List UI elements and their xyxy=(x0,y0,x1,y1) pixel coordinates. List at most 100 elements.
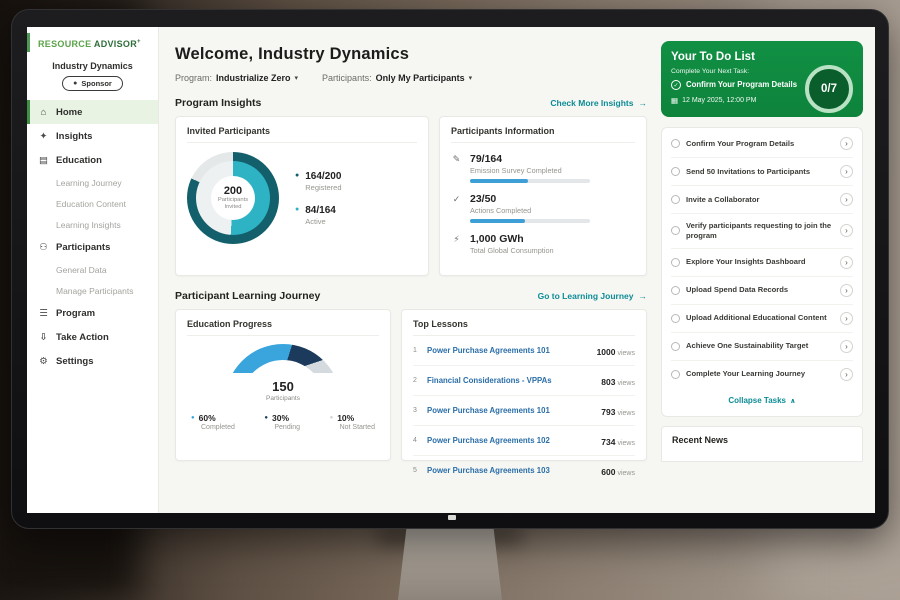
sidebar-item-education[interactable]: ▤ Education xyxy=(27,148,158,172)
task-label: Send 50 Invitations to Participants xyxy=(686,166,811,176)
lesson-row: 5 Power Purchase Agreements 103 600 views xyxy=(413,456,635,485)
task-checkbox[interactable] xyxy=(671,341,680,351)
lesson-link[interactable]: Financial Considerations - VPPAs xyxy=(427,376,552,385)
lesson-views-label: views xyxy=(617,439,635,447)
go-to-learning-journey-link[interactable]: Go to Learning Journey → xyxy=(538,291,647,301)
progress-bar-fill xyxy=(470,219,526,223)
lesson-link[interactable]: Power Purchase Agreements 102 xyxy=(427,436,550,445)
todo-panel: Your To Do List Complete Your Next Task:… xyxy=(657,27,875,513)
chevron-right-icon[interactable]: › xyxy=(840,165,853,178)
collapse-tasks-button[interactable]: Collapse Tasks ∧ xyxy=(671,388,853,414)
task-row-explore-insights[interactable]: Explore Your Insights Dashboard › xyxy=(671,249,853,277)
chevron-right-icon[interactable]: › xyxy=(840,367,853,381)
education-gauge-wrap: 150 Participants xyxy=(187,336,379,402)
participants-information-card: Participants Information ✎ 79/164 Emissi… xyxy=(439,116,647,276)
progress-bar xyxy=(470,179,590,183)
task-label: Confirm Your Program Details xyxy=(686,138,795,148)
sidebar-item-general-data[interactable]: General Data xyxy=(56,264,107,275)
org-name: Industry Dynamics xyxy=(52,61,133,71)
link-label: Go to Learning Journey xyxy=(537,291,634,301)
task-checkbox[interactable] xyxy=(671,313,680,323)
pending-label: Pending xyxy=(274,424,301,431)
task-label: Explore Your Insights Dashboard xyxy=(686,257,806,267)
sidebar-item-participants[interactable]: ⚇ Participants xyxy=(27,235,158,259)
not-started-label: Not Started xyxy=(339,424,375,431)
legend-active: ● 84/164 Active xyxy=(295,205,342,226)
sidebar-item-home[interactable]: ⌂ Home xyxy=(27,100,158,124)
task-checkbox[interactable] xyxy=(671,285,680,295)
consumption-icon: ⚡ xyxy=(453,234,460,244)
education-progress-card: Education Progress 150 Participants xyxy=(175,309,391,461)
chevron-right-icon[interactable]: › xyxy=(840,224,853,238)
task-checkbox[interactable] xyxy=(671,167,680,176)
sidebar-item-label: Settings xyxy=(56,355,94,367)
invited-participants-card: Invited Participants 200 Participants In… xyxy=(175,116,429,276)
task-row-confirm-program[interactable]: Confirm Your Program Details › xyxy=(671,130,853,158)
filters: Program: Industrialize Zero ▾ Participan… xyxy=(175,73,647,83)
chevron-right-icon[interactable]: › xyxy=(840,255,853,269)
legend-completed: ● 60% Completed xyxy=(191,413,235,431)
page-title: Welcome, Industry Dynamics xyxy=(175,45,410,63)
sidebar-item-insights[interactable]: ✦ Insights xyxy=(27,124,158,148)
completed-pct: 60% xyxy=(198,413,216,423)
participants-icon: ⚇ xyxy=(39,241,48,253)
education-gauge-chart: 150 Participants xyxy=(225,344,341,402)
task-row-upload-spend-data[interactable]: Upload Spend Data Records › xyxy=(671,277,853,305)
completed-label: Completed xyxy=(201,424,235,431)
recent-news-header[interactable]: Recent News xyxy=(661,425,863,462)
sidebar-item-learning-insights[interactable]: Learning Insights xyxy=(56,219,121,230)
lesson-link[interactable]: Power Purchase Agreements 103 xyxy=(427,466,550,475)
sidebar-item-take-action[interactable]: ⇩ Take Action xyxy=(27,325,158,349)
pending-dot-icon: ● xyxy=(264,415,268,421)
chevron-right-icon[interactable]: › xyxy=(840,311,853,325)
lesson-link[interactable]: Power Purchase Agreements 101 xyxy=(427,346,550,355)
lesson-views-label: views xyxy=(617,379,635,387)
sidebar-item-learning-journey[interactable]: Learning Journey xyxy=(56,177,122,188)
invited-donut-row: 200 Participants Invited ● 164/200 Regis… xyxy=(187,143,417,244)
sidebar-item-manage-participants[interactable]: Manage Participants xyxy=(56,285,134,296)
monitor-stand xyxy=(398,529,502,600)
lesson-rank: 3 xyxy=(413,407,417,414)
home-icon: ⌂ xyxy=(40,106,47,118)
participants-filter[interactable]: Participants: Only My Participants ▾ xyxy=(322,73,472,83)
check-more-insights-link[interactable]: Check More Insights → xyxy=(550,98,647,108)
program-filter-value: Industrialize Zero xyxy=(216,73,291,83)
task-checkbox[interactable] xyxy=(671,226,680,236)
check-circle-icon: ✓ xyxy=(671,80,681,90)
lesson-rank: 2 xyxy=(413,377,417,384)
task-label: Complete Your Learning Journey xyxy=(686,369,806,379)
task-row-achieve-target[interactable]: Achieve One Sustainability Target › xyxy=(671,333,853,361)
program-filter[interactable]: Program: Industrialize Zero ▾ xyxy=(175,73,298,83)
task-checkbox[interactable] xyxy=(671,195,680,204)
gauge-center-label: Participants xyxy=(266,395,300,402)
program-insights-header: Program Insights Check More Insights → xyxy=(175,97,647,109)
task-row-invite-collaborator[interactable]: Invite a Collaborator › xyxy=(671,186,853,214)
task-row-send-invitations[interactable]: Send 50 Invitations to Participants › xyxy=(671,158,853,186)
lesson-rank: 4 xyxy=(413,437,417,444)
task-label: Upload Spend Data Records xyxy=(686,285,789,295)
task-row-verify-participants[interactable]: Verify participants requesting to join t… xyxy=(671,214,853,249)
chevron-right-icon[interactable]: › xyxy=(840,283,853,297)
sidebar-item-education-content[interactable]: Education Content xyxy=(56,198,126,209)
sidebar-item-settings[interactable]: ⚙ Settings xyxy=(27,349,158,373)
chevron-right-icon[interactable]: › xyxy=(840,137,853,150)
sidebar-item-program[interactable]: ☰ Program xyxy=(27,301,158,325)
program-icon: ☰ xyxy=(39,307,48,319)
monitor-led xyxy=(448,515,456,520)
task-checkbox[interactable] xyxy=(671,257,680,267)
task-row-upload-educational-content[interactable]: Upload Additional Educational Content › xyxy=(671,305,853,333)
task-row-complete-learning-journey[interactable]: Complete Your Learning Journey › xyxy=(671,361,853,388)
lesson-row: 3 Power Purchase Agreements 101 793 views xyxy=(413,396,635,426)
task-label: Invite a Collaborator xyxy=(686,194,760,204)
chevron-right-icon[interactable]: › xyxy=(840,193,853,206)
progress-bar-fill xyxy=(470,179,528,183)
todo-next-task[interactable]: ✓ Confirm Your Program Details xyxy=(671,80,803,90)
task-checkbox[interactable] xyxy=(671,369,680,379)
insights-icon: ✦ xyxy=(39,130,48,142)
task-checkbox[interactable] xyxy=(671,139,680,148)
lesson-link[interactable]: Power Purchase Agreements 101 xyxy=(427,406,550,415)
chevron-right-icon[interactable]: › xyxy=(840,339,853,353)
info-label: Emission Survey Completed xyxy=(470,166,562,175)
gauge-center-value: 150 xyxy=(272,379,294,394)
active-value: 84/164 xyxy=(305,204,336,216)
